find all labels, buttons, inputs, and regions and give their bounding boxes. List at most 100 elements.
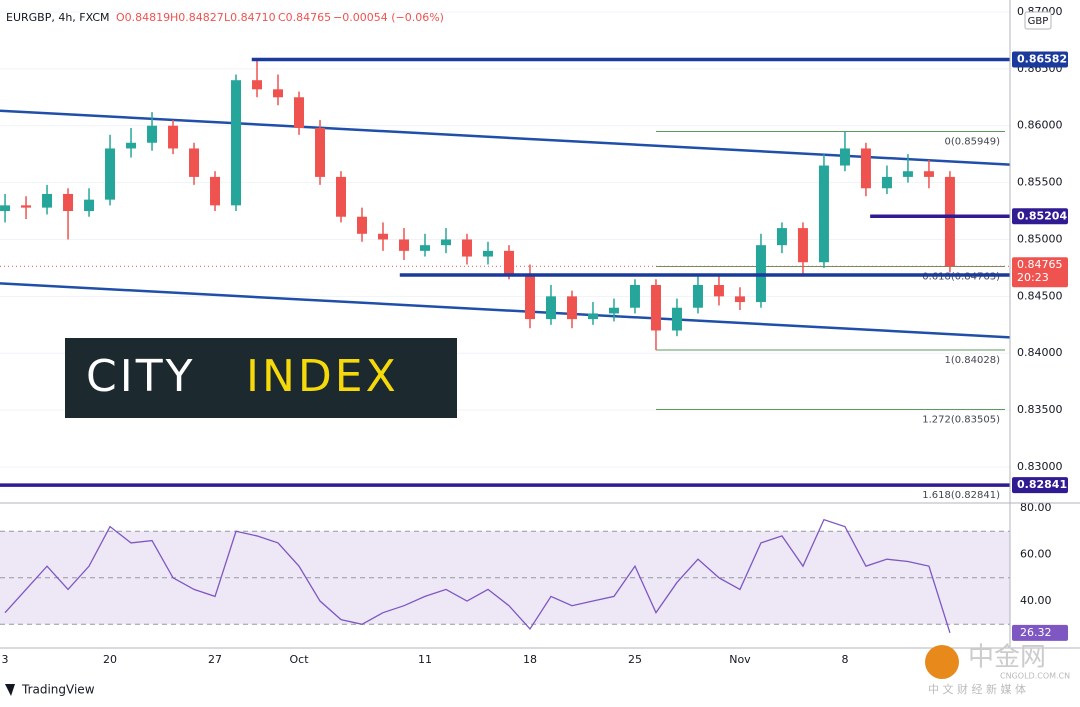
level-label-box	[1012, 51, 1068, 68]
channel-line	[0, 282, 1011, 339]
candle-body	[210, 176, 221, 206]
fib-label: 1(0.84028)	[944, 355, 1000, 366]
candle-body	[839, 148, 850, 166]
footer: TradingView	[21, 683, 95, 697]
candle-body	[713, 284, 724, 297]
candle-body	[944, 176, 955, 267]
candle-body	[692, 284, 703, 308]
y-tick-label: 0.86000	[1017, 119, 1063, 132]
x-tick-label: 27	[208, 653, 222, 666]
candle-body	[419, 245, 430, 251]
last-price-box	[1012, 257, 1068, 288]
candle-body	[252, 80, 263, 90]
y-tick-label: 0.84500	[1017, 289, 1063, 302]
candle-body	[650, 284, 661, 331]
candle-body	[524, 273, 535, 320]
candle-body	[608, 307, 619, 314]
x-tick-label: Oct	[289, 653, 309, 666]
y-tick-label: 0.83000	[1017, 460, 1063, 473]
candle-body	[84, 199, 95, 212]
currency-box	[1024, 11, 1052, 30]
countdown: 20:23	[1017, 271, 1049, 284]
candle-body	[21, 205, 32, 208]
high: H0.84827	[170, 11, 224, 24]
y-tick-label: 60.00	[1020, 548, 1052, 561]
logo-city: CITY	[86, 351, 195, 402]
symbol: EURGBP, 4h, FXCM	[6, 11, 110, 24]
low: L0.84710	[224, 11, 276, 24]
candle-body	[42, 193, 53, 208]
candle-body	[671, 307, 682, 331]
fib-label: 1.272(0.83505)	[922, 415, 1000, 426]
candle-body	[231, 80, 242, 206]
candle-body	[797, 228, 808, 263]
candle-body	[545, 296, 556, 320]
candle-body	[587, 313, 598, 320]
rsi-value-label: 26.32	[1020, 626, 1052, 639]
candle-body	[63, 193, 74, 212]
y-tick-label: 0.85000	[1017, 232, 1063, 245]
fib-label: 0.618(0.84763)	[922, 271, 1000, 282]
candle-body	[881, 176, 892, 189]
candle-body	[399, 239, 409, 251]
change: −0.00054 (−0.06%)	[333, 11, 444, 24]
watermark-site: CNGOLD.COM.CN	[1000, 672, 1070, 681]
candle-body	[818, 165, 829, 263]
level-label-box	[1012, 477, 1068, 494]
candle-body	[860, 148, 871, 189]
x-tick-label: 8	[841, 653, 848, 666]
candle-body	[482, 250, 493, 257]
close: C0.84765	[278, 11, 331, 24]
candle-body	[378, 233, 389, 240]
candle-body	[0, 205, 11, 212]
currency: GBP	[1028, 16, 1049, 27]
y-tick-label: 0.84000	[1017, 346, 1063, 359]
x-tick-label: 18	[523, 653, 537, 666]
x-tick-label: 25	[628, 653, 642, 666]
candle-body	[776, 228, 787, 246]
logo-index: INDEX	[246, 351, 399, 402]
rsi-value-box	[1012, 624, 1068, 641]
candle-body	[336, 176, 347, 217]
level-label: 0.85204	[1017, 209, 1067, 222]
x-tick-label: Nov	[729, 653, 751, 666]
candle-body	[461, 239, 472, 257]
candle-body	[629, 284, 640, 308]
level-label: 0.86582	[1017, 52, 1067, 65]
level-label: 0.82841	[1017, 478, 1067, 491]
candle-body	[189, 148, 200, 177]
candle-body	[357, 216, 368, 234]
candle-body	[294, 97, 305, 128]
watermark-icon	[925, 645, 959, 679]
candle-body	[126, 142, 137, 149]
level-label-box	[1012, 208, 1068, 225]
y-tick-label: 80.00	[1020, 501, 1052, 514]
candle-body	[168, 125, 179, 149]
candle-body	[315, 127, 326, 177]
candle-body	[147, 125, 158, 143]
watermark-name: 中金网	[968, 643, 1046, 673]
fib-label: 0(0.85949)	[944, 137, 1000, 148]
candle-body	[105, 148, 116, 200]
candle-body	[902, 171, 913, 177]
logo-box	[65, 338, 457, 418]
candle-body	[273, 89, 284, 98]
y-tick-label: 0.83500	[1017, 403, 1063, 416]
x-tick-label: 11	[418, 653, 432, 666]
last-price-label: 0.84765	[1017, 258, 1063, 271]
watermark-tagline: 中 文 财 经 新 媒 体	[928, 682, 1026, 696]
tv-icon	[5, 684, 15, 696]
open: O0.84819	[116, 11, 170, 24]
x-tick-label: 20	[103, 653, 117, 666]
candle-body	[440, 239, 451, 246]
fib-label: 1.618(0.82841)	[922, 490, 1000, 501]
logo: CITY INDEX	[65, 338, 457, 418]
candle-body	[503, 250, 514, 274]
candle-body	[566, 296, 577, 320]
x-tick-label: 3	[2, 653, 9, 666]
y-tick-label: 40.00	[1020, 594, 1052, 607]
y-tick-label: 0.85500	[1017, 176, 1063, 189]
candle-body	[734, 296, 745, 303]
rsi-line	[4, 518, 951, 634]
